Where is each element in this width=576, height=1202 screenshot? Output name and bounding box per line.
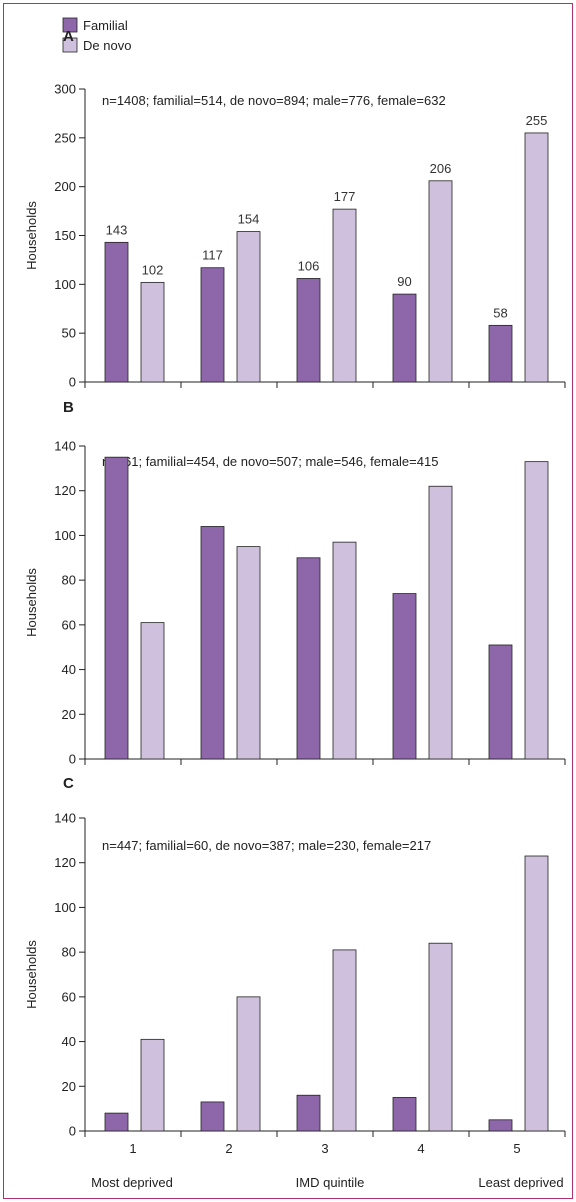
data-label-familial: 58: [493, 305, 507, 320]
bar-familial: [104, 1112, 129, 1132]
bar-de-novo: [332, 949, 357, 1132]
panel-letter: B: [63, 399, 74, 416]
bar-de-novo: [524, 461, 549, 760]
bar-de-novo: [236, 546, 261, 760]
y-tick-label: 20: [62, 707, 76, 722]
bar-de-novo: [236, 996, 261, 1132]
bar-familial: [104, 456, 129, 760]
y-tick-label: 150: [54, 228, 76, 243]
y-tick-label: 40: [62, 662, 76, 677]
chart-panel-a: An=1408; familial=514, de novo=894; male…: [24, 28, 566, 390]
bar-familial: [488, 1119, 513, 1132]
data-label-de-novo: 154: [238, 212, 260, 227]
data-label-familial: 117: [202, 248, 223, 263]
y-tick-label: 300: [54, 82, 76, 97]
y-tick-label: 0: [69, 752, 76, 767]
y-tick-label: 60: [62, 989, 76, 1004]
x-caption-least-deprived: Least deprived: [478, 1175, 563, 1190]
bar-familial: [200, 526, 225, 760]
y-tick-label: 100: [54, 528, 76, 543]
y-tick-label: 0: [69, 375, 76, 390]
data-label-de-novo: 102: [142, 262, 164, 277]
y-tick-label: 100: [54, 900, 76, 915]
x-caption-most-deprived: Most deprived: [91, 1175, 173, 1190]
legend-swatch-de-novo: [62, 37, 78, 53]
y-tick-label: 0: [69, 1124, 76, 1139]
x-tick-label: 2: [225, 1141, 232, 1156]
y-axis-label: Households: [24, 201, 39, 270]
y-tick-label: 80: [62, 573, 76, 588]
panel-annotation: n=961; familial=454, de novo=507; male=5…: [102, 454, 438, 469]
bar-familial: [392, 1097, 417, 1132]
x-tick-label: 4: [417, 1141, 424, 1156]
bar-familial: [296, 557, 321, 760]
y-axis-label: Households: [24, 568, 39, 637]
bar-familial: [488, 324, 513, 383]
data-label-familial: 90: [397, 274, 411, 289]
y-axis-label: Households: [24, 940, 39, 1009]
bar-de-novo: [332, 541, 357, 760]
bar-de-novo: [428, 942, 453, 1132]
bar-familial: [296, 1094, 321, 1132]
y-tick-label: 200: [54, 179, 76, 194]
legend-label-de-novo: De novo: [83, 38, 131, 53]
bar-de-novo: [140, 281, 165, 383]
y-tick-label: 40: [62, 1034, 76, 1049]
legend-label-familial: Familial: [83, 18, 128, 33]
figure-frame: [3, 3, 573, 1199]
y-tick-label: 80: [62, 945, 76, 960]
y-tick-label: 120: [54, 855, 76, 870]
bar-familial: [104, 241, 129, 383]
data-label-de-novo: 177: [334, 189, 356, 204]
y-tick-label: 50: [62, 326, 76, 341]
data-label-de-novo: 255: [526, 113, 548, 128]
y-tick-label: 140: [54, 439, 76, 454]
data-label-familial: 106: [298, 258, 320, 273]
x-tick-label: 5: [513, 1141, 520, 1156]
bar-de-novo: [524, 855, 549, 1132]
bar-de-novo: [140, 1038, 165, 1132]
bar-de-novo: [428, 180, 453, 383]
data-label-de-novo: 206: [430, 161, 452, 176]
bar-de-novo: [140, 622, 165, 760]
bar-familial: [392, 593, 417, 760]
y-tick-label: 250: [54, 130, 76, 145]
y-tick-label: 120: [54, 483, 76, 498]
panel-letter: C: [63, 775, 74, 792]
y-tick-label: 20: [62, 1079, 76, 1094]
x-axis-title: IMD quintile: [296, 1175, 365, 1190]
bar-de-novo: [524, 132, 549, 383]
chart-panel-c: Cn=447; familial=60, de novo=387; male=2…: [24, 775, 566, 1156]
legend: Familial De novo: [62, 17, 131, 53]
bar-familial: [392, 293, 417, 383]
bar-de-novo: [332, 208, 357, 383]
legend-swatch-familial: [62, 17, 78, 33]
y-tick-label: 100: [54, 277, 76, 292]
panel-annotation: n=1408; familial=514, de novo=894; male=…: [102, 93, 446, 108]
chart-panel-b: Bn=961; familial=454, de novo=507; male=…: [24, 399, 566, 767]
panel-annotation: n=447; familial=60, de novo=387; male=23…: [102, 838, 431, 853]
x-tick-label: 1: [129, 1141, 136, 1156]
y-tick-label: 140: [54, 811, 76, 826]
data-label-familial: 143: [106, 222, 128, 237]
panel-letter: A: [63, 28, 74, 45]
bar-de-novo: [428, 485, 453, 760]
bar-de-novo: [236, 231, 261, 383]
bar-familial: [488, 644, 513, 760]
y-tick-label: 60: [62, 617, 76, 632]
bar-familial: [296, 278, 321, 383]
bar-familial: [200, 267, 225, 383]
x-tick-label: 3: [321, 1141, 328, 1156]
bar-familial: [200, 1101, 225, 1132]
